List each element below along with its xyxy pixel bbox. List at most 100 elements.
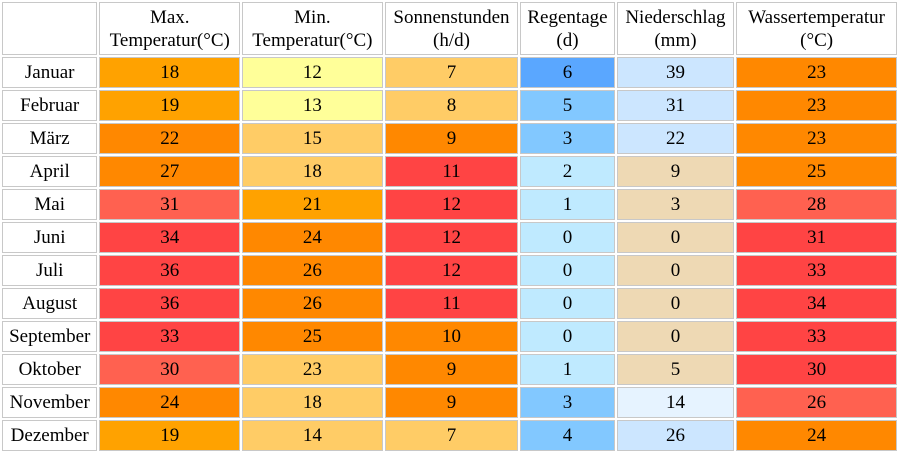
sunshine-hours-cell: 12 — [384, 255, 519, 286]
max-temperature-cell: 19 — [99, 90, 241, 121]
header-water-temperature: Wassertemperatur (°C) — [736, 2, 897, 55]
month-label: November — [2, 387, 98, 418]
min-temperature-cell: 15 — [242, 123, 383, 154]
water-temperature-cell: 33 — [736, 321, 897, 352]
max-temperature-cell: 27 — [99, 156, 241, 187]
month-label: Mai — [2, 189, 98, 220]
rain-days-cell: 1 — [520, 189, 615, 220]
water-temperature-cell: 31 — [736, 222, 897, 253]
sunshine-hours-cell: 12 — [384, 189, 519, 220]
header-precipitation: Niederschlag (mm) — [616, 2, 735, 55]
table-row: März 22 15 9 3 22 23 — [2, 123, 897, 154]
sunshine-hours-cell: 7 — [384, 57, 519, 88]
water-temperature-cell: 25 — [736, 156, 897, 187]
water-temperature-cell: 33 — [736, 255, 897, 286]
precipitation-cell: 31 — [616, 90, 735, 121]
water-temperature-cell: 23 — [736, 57, 897, 88]
water-temperature-cell: 28 — [736, 189, 897, 220]
table-row: Oktober 30 23 9 1 5 30 — [2, 354, 897, 385]
table-row: August 36 26 11 0 0 34 — [2, 288, 897, 319]
sunshine-hours-cell: 11 — [384, 156, 519, 187]
water-temperature-cell: 23 — [736, 123, 897, 154]
water-temperature-cell: 30 — [736, 354, 897, 385]
rain-days-cell: 4 — [520, 420, 615, 451]
sunshine-hours-cell: 12 — [384, 222, 519, 253]
header-row: Max. Temperatur(°C) Min. Temperatur(°C) So… — [2, 2, 897, 55]
rain-days-cell: 0 — [520, 288, 615, 319]
precipitation-cell: 0 — [616, 321, 735, 352]
table-row: November 24 18 9 3 14 26 — [2, 387, 897, 418]
precipitation-cell: 26 — [616, 420, 735, 451]
rain-days-cell: 1 — [520, 354, 615, 385]
min-temperature-cell: 23 — [242, 354, 383, 385]
header-sunshine-hours: Sonnenstunden (h/d) — [384, 2, 519, 55]
min-temperature-cell: 13 — [242, 90, 383, 121]
table-row: Juli 36 26 12 0 0 33 — [2, 255, 897, 286]
max-temperature-cell: 22 — [99, 123, 241, 154]
max-temperature-cell: 24 — [99, 387, 241, 418]
precipitation-cell: 9 — [616, 156, 735, 187]
precipitation-cell: 5 — [616, 354, 735, 385]
rain-days-cell: 5 — [520, 90, 615, 121]
precipitation-cell: 39 — [616, 57, 735, 88]
min-temperature-cell: 24 — [242, 222, 383, 253]
rain-days-cell: 0 — [520, 222, 615, 253]
max-temperature-cell: 30 — [99, 354, 241, 385]
min-temperature-cell: 21 — [242, 189, 383, 220]
table-row: Januar 18 12 7 6 39 23 — [2, 57, 897, 88]
min-temperature-cell: 26 — [242, 255, 383, 286]
precipitation-cell: 0 — [616, 255, 735, 286]
header-rain-days: Regentage (d) — [520, 2, 615, 55]
table-row: Februar 19 13 8 5 31 23 — [2, 90, 897, 121]
precipitation-cell: 0 — [616, 222, 735, 253]
water-temperature-cell: 23 — [736, 90, 897, 121]
month-label: Februar — [2, 90, 98, 121]
precipitation-cell: 14 — [616, 387, 735, 418]
sunshine-hours-cell: 9 — [384, 123, 519, 154]
table-row: Mai 31 21 12 1 3 28 — [2, 189, 897, 220]
month-label: September — [2, 321, 98, 352]
max-temperature-cell: 33 — [99, 321, 241, 352]
min-temperature-cell: 26 — [242, 288, 383, 319]
min-temperature-cell: 12 — [242, 57, 383, 88]
min-temperature-cell: 25 — [242, 321, 383, 352]
header-min-temperature: Min. Temperatur(°C) — [242, 2, 383, 55]
rain-days-cell: 2 — [520, 156, 615, 187]
rain-days-cell: 3 — [520, 123, 615, 154]
precipitation-cell: 22 — [616, 123, 735, 154]
table-row: Dezember 19 14 7 4 26 24 — [2, 420, 897, 451]
header-corner — [2, 2, 98, 55]
month-label: August — [2, 288, 98, 319]
max-temperature-cell: 34 — [99, 222, 241, 253]
sunshine-hours-cell: 9 — [384, 387, 519, 418]
rain-days-cell: 3 — [520, 387, 615, 418]
min-temperature-cell: 18 — [242, 387, 383, 418]
table-row: April 27 18 11 2 9 25 — [2, 156, 897, 187]
max-temperature-cell: 31 — [99, 189, 241, 220]
water-temperature-cell: 34 — [736, 288, 897, 319]
sunshine-hours-cell: 10 — [384, 321, 519, 352]
month-label: März — [2, 123, 98, 154]
min-temperature-cell: 18 — [242, 156, 383, 187]
table-body: Januar 18 12 7 6 39 23 Februar 19 13 8 5 31 23 März 22 1… — [2, 57, 897, 451]
precipitation-cell: 0 — [616, 288, 735, 319]
min-temperature-cell: 14 — [242, 420, 383, 451]
table-row: Juni 34 24 12 0 0 31 — [2, 222, 897, 253]
month-label: Januar — [2, 57, 98, 88]
month-label: Juli — [2, 255, 98, 286]
max-temperature-cell: 18 — [99, 57, 241, 88]
sunshine-hours-cell: 8 — [384, 90, 519, 121]
month-label: Oktober — [2, 354, 98, 385]
rain-days-cell: 6 — [520, 57, 615, 88]
max-temperature-cell: 36 — [99, 288, 241, 319]
header-max-temperature: Max. Temperatur(°C) — [99, 2, 241, 55]
water-temperature-cell: 26 — [736, 387, 897, 418]
month-label: Juni — [2, 222, 98, 253]
sunshine-hours-cell: 11 — [384, 288, 519, 319]
table-header: Max. Temperatur(°C) Min. Temperatur(°C) So… — [2, 2, 897, 55]
rain-days-cell: 0 — [520, 255, 615, 286]
max-temperature-cell: 36 — [99, 255, 241, 286]
precipitation-cell: 3 — [616, 189, 735, 220]
water-temperature-cell: 24 — [736, 420, 897, 451]
